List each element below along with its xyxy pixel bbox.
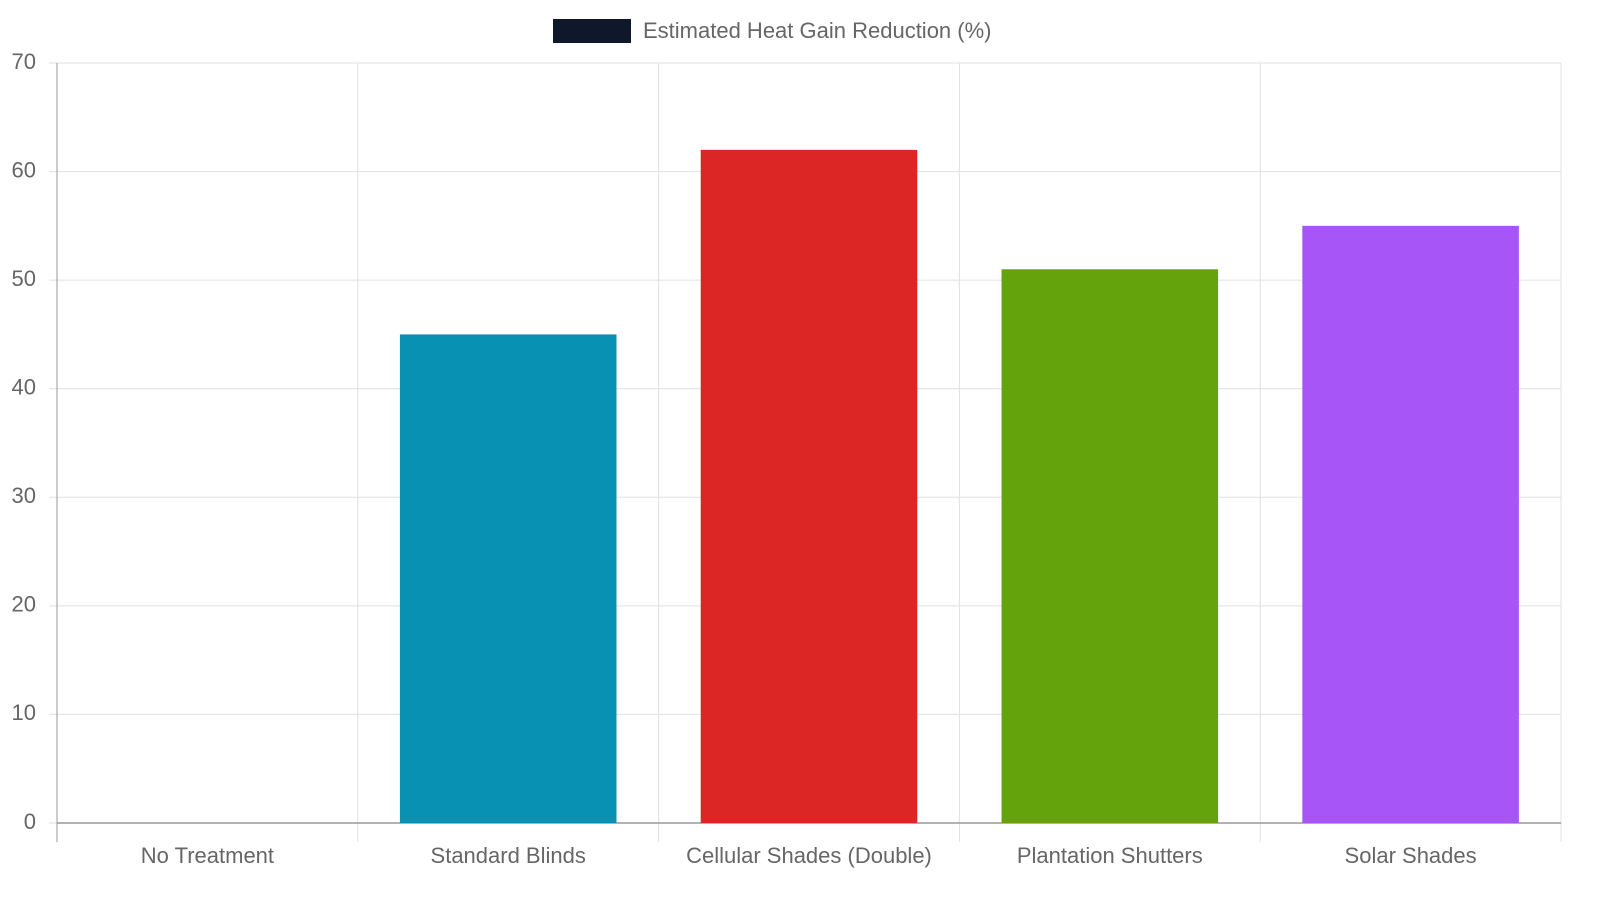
y-tick-label: 40 xyxy=(12,375,36,400)
x-tick-label: No Treatment xyxy=(141,843,274,868)
x-tick-label: Cellular Shades (Double) xyxy=(686,843,932,868)
y-tick-label: 30 xyxy=(12,483,36,508)
y-tick-label: 10 xyxy=(12,700,36,725)
x-tick-label: Standard Blinds xyxy=(431,843,586,868)
y-tick-label: 20 xyxy=(12,592,36,617)
bar xyxy=(399,334,617,823)
legend-label: Estimated Heat Gain Reduction (%) xyxy=(643,18,992,43)
bar xyxy=(1302,225,1519,823)
y-tick-label: 70 xyxy=(12,49,36,74)
x-tick-label: Solar Shades xyxy=(1345,843,1477,868)
x-tick-label: Plantation Shutters xyxy=(1017,843,1203,868)
legend-swatch xyxy=(553,19,631,43)
bar xyxy=(1001,269,1219,823)
y-tick-label: 50 xyxy=(12,266,36,291)
y-tick-label: 60 xyxy=(12,157,36,182)
y-tick-label: 0 xyxy=(24,809,36,834)
bar xyxy=(700,149,918,823)
